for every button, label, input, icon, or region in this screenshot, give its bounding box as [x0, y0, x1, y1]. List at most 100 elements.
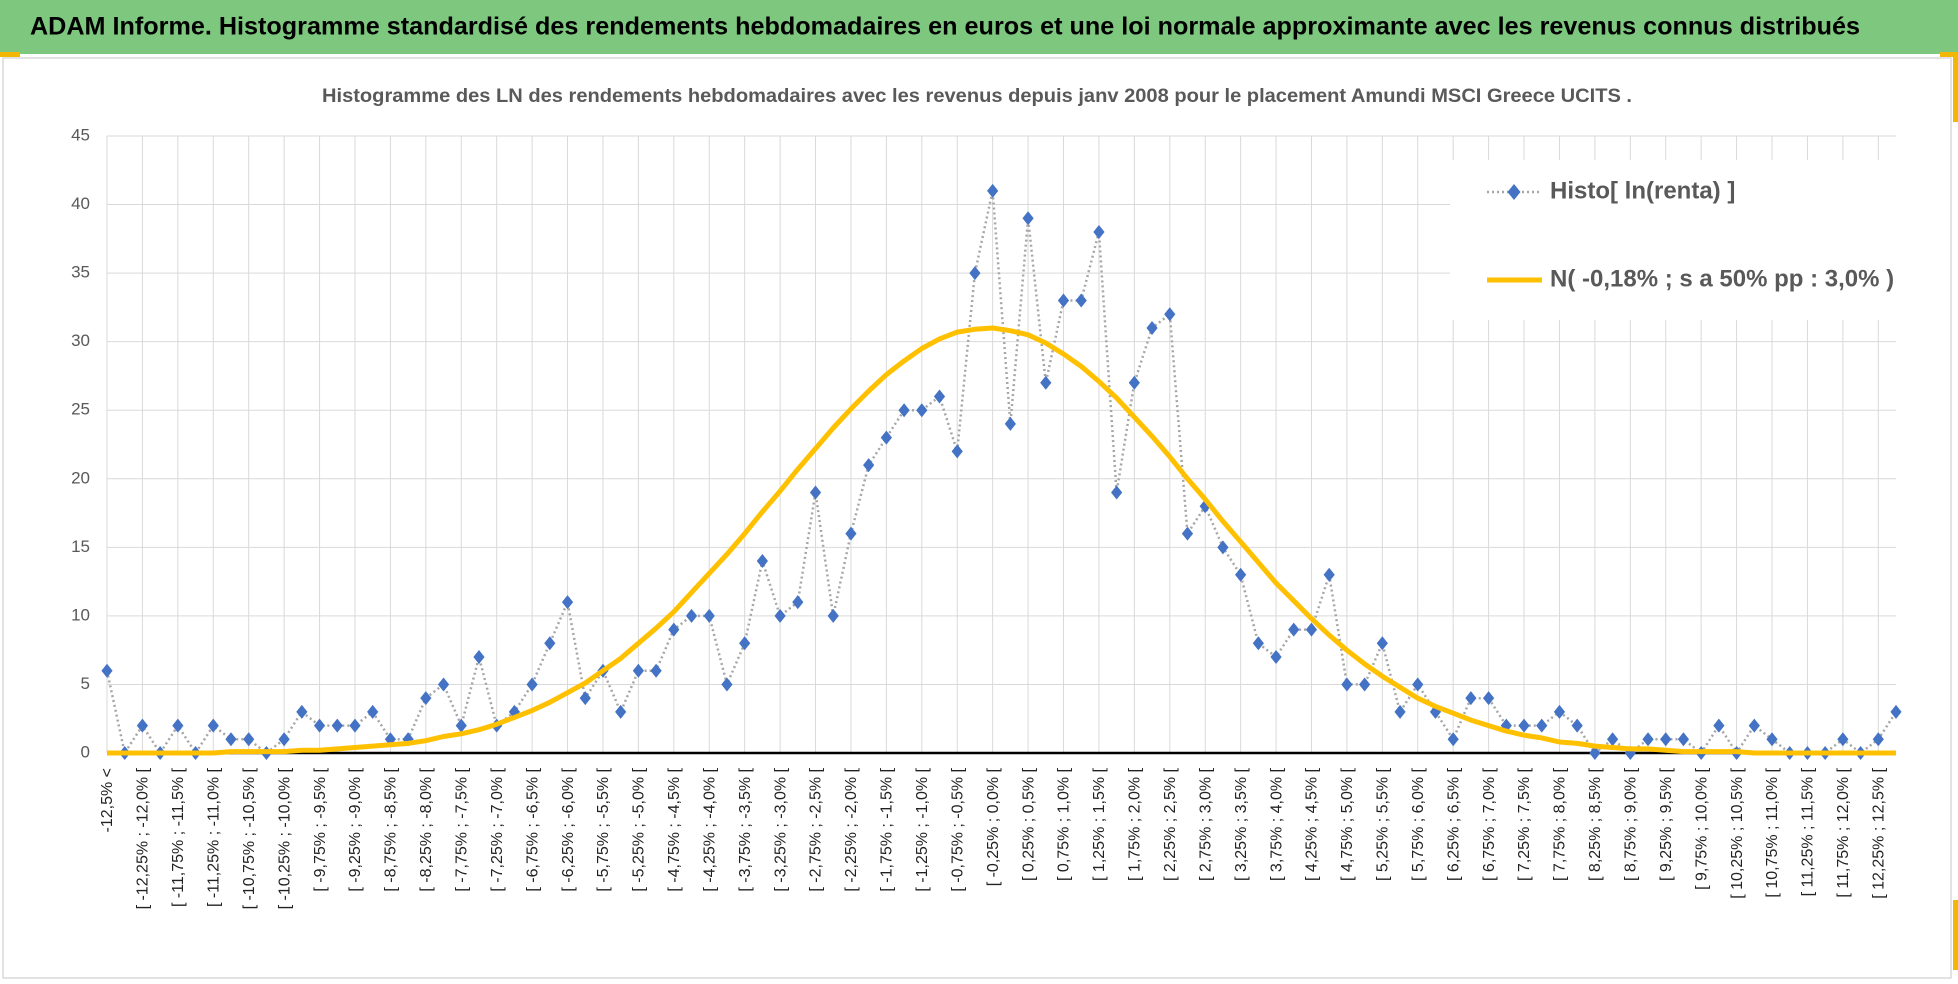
x-tick-label: [ -12,25% ; -12,0% [ — [135, 767, 152, 909]
marker — [880, 430, 892, 445]
marker — [1606, 732, 1619, 747]
x-tick-label: [ 2,75% ; 3,0% [ — [1197, 767, 1214, 881]
chart-border — [2, 57, 1952, 979]
x-tick-label: [ -1,25% ; -1,0% [ — [914, 767, 931, 891]
marker — [331, 718, 343, 733]
y-tick-label: 25 — [71, 400, 90, 419]
marker — [1040, 375, 1052, 390]
x-tick-label: [ -10,25% ; -10,0% [ — [276, 767, 293, 909]
marker — [987, 183, 999, 198]
marker — [668, 622, 680, 637]
marker — [1305, 622, 1318, 637]
marker — [473, 650, 485, 665]
x-tick-label: [ -11,75% ; -11,5% [ — [170, 767, 187, 907]
marker — [207, 718, 219, 733]
marker — [739, 636, 751, 651]
x-tick-label: [ -7,75% ; -7,5% [ — [453, 767, 470, 891]
x-tick-label: [ -6,25% ; -6,0% [ — [560, 767, 577, 891]
marker — [526, 677, 538, 692]
marker — [1199, 499, 1211, 514]
x-tick-label: [ 1,25% ; 1,5% [ — [1091, 767, 1108, 881]
marker — [1111, 485, 1123, 500]
marker — [774, 608, 786, 623]
x-tick-label: [ -5,25% ; -5,0% [ — [631, 767, 648, 891]
legend-label: Histo[ ln(renta) ] — [1550, 177, 1735, 204]
marker — [367, 704, 379, 719]
marker — [933, 389, 946, 404]
x-tick-label: [ 5,75% ; 6,0% [ — [1410, 767, 1427, 881]
marker — [420, 691, 432, 706]
legend-box — [1450, 160, 1900, 320]
x-tick-label: [ -8,25% ; -8,0% [ — [418, 767, 435, 891]
marker — [1288, 622, 1300, 637]
x-tick-label: [ -6,75% ; -6,5% [ — [524, 767, 541, 891]
chart-title: Histogramme des LN des rendements hebdom… — [322, 86, 1632, 107]
y-tick-label: 35 — [71, 263, 90, 282]
marker — [1748, 718, 1760, 733]
marker — [1022, 211, 1034, 226]
x-tick-label: [ -0,25% ; 0,0% [ — [985, 767, 1002, 886]
y-tick-label: 40 — [71, 194, 90, 213]
x-tick-label: [ -7,25% ; -7,0% [ — [489, 767, 506, 891]
x-tick-label: [ 7,25% ; 7,5% [ — [1516, 767, 1533, 881]
marker — [916, 403, 928, 418]
x-tick-label: [ 3,25% ; 3,5% [ — [1233, 767, 1250, 881]
marker — [1642, 732, 1654, 747]
x-tick-label: [ -3,75% ; -3,5% [ — [737, 767, 754, 891]
marker — [1872, 732, 1884, 747]
marker — [951, 444, 963, 459]
marker — [1057, 293, 1070, 308]
marker — [1890, 704, 1902, 719]
marker — [1359, 677, 1371, 692]
x-tick-label: [ -5,75% ; -5,5% [ — [595, 767, 612, 891]
marker — [1837, 732, 1849, 747]
marker — [1536, 718, 1548, 733]
corner-mark — [1940, 52, 1958, 57]
marker — [756, 554, 768, 569]
marker — [1429, 704, 1442, 719]
x-tick-label: [ 9,25% ; 9,5% [ — [1658, 767, 1675, 881]
marker — [313, 718, 326, 733]
marker — [809, 485, 822, 500]
x-tick-label: [ -9,25% ; -9,0% [ — [347, 767, 364, 891]
x-tick-label: [ 1,75% ; 2,0% [ — [1127, 767, 1144, 881]
header-title: ADAM Informe. Histogramme standardisé de… — [30, 13, 1860, 41]
x-tick-label: [ 8,25% ; 8,5% [ — [1587, 767, 1604, 881]
marker — [792, 595, 804, 610]
x-tick-label: [ -3,25% ; -3,0% [ — [772, 767, 789, 891]
corner-mark — [0, 52, 20, 57]
series-line — [107, 325, 1896, 756]
y-tick-label: 15 — [71, 537, 90, 556]
x-tick-label: -12,5% < — [99, 768, 116, 832]
marker — [225, 732, 237, 747]
marker — [1465, 691, 1477, 706]
marker — [136, 718, 149, 733]
y-tick-label: 10 — [71, 605, 90, 624]
x-tick-label: [ 0,75% ; 1,0% [ — [1056, 767, 1073, 881]
marker — [1181, 526, 1194, 541]
marker — [1376, 636, 1388, 651]
x-tick-label: [ -4,75% ; -4,5% [ — [666, 767, 683, 891]
marker — [1341, 677, 1353, 692]
x-tick-label: [ 6,75% ; 7,0% [ — [1481, 767, 1498, 881]
marker — [1075, 293, 1087, 308]
x-tick-label: [ -2,25% ; -2,0% [ — [843, 767, 860, 891]
marker — [1323, 567, 1335, 582]
header-bar — [0, 0, 1958, 54]
x-tick-label: [ 8,75% ; 9,0% [ — [1623, 767, 1640, 881]
marker — [703, 608, 715, 623]
marker — [632, 663, 644, 678]
marker — [1004, 416, 1016, 431]
x-tick-label: [ -8,75% ; -8,5% [ — [383, 767, 400, 891]
marker — [296, 704, 308, 719]
marker — [349, 718, 361, 733]
marker — [561, 595, 574, 610]
x-tick-label: [ 4,75% ; 5,0% [ — [1339, 767, 1356, 881]
marker — [243, 732, 255, 747]
marker — [402, 732, 414, 747]
marker — [685, 608, 698, 623]
marker — [1677, 732, 1690, 747]
marker — [1483, 691, 1495, 706]
plot: 0 5 10 15 20 25 30 35 40 45 -12,5% < [ -12,25% ; -1… — [71, 125, 1902, 909]
